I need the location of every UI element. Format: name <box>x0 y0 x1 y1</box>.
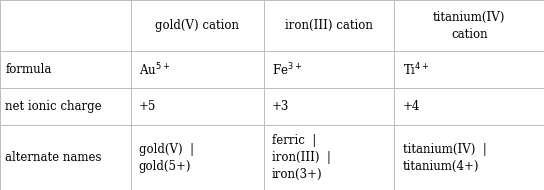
Text: titanium(IV)
cation: titanium(IV) cation <box>433 11 505 41</box>
Text: formula: formula <box>5 63 52 76</box>
Text: +5: +5 <box>139 100 156 113</box>
Text: Fe$^{3+}$: Fe$^{3+}$ <box>272 62 302 78</box>
Text: gold(V) cation: gold(V) cation <box>155 19 239 32</box>
Text: gold(V)  |
gold(5+): gold(V) | gold(5+) <box>139 143 194 173</box>
Text: +3: +3 <box>272 100 289 113</box>
Text: net ionic charge: net ionic charge <box>5 100 102 113</box>
Text: titanium(IV)  |
titanium(4+): titanium(IV) | titanium(4+) <box>403 143 486 173</box>
Text: iron(III) cation: iron(III) cation <box>285 19 373 32</box>
Text: Ti$^{4+}$: Ti$^{4+}$ <box>403 62 429 78</box>
Text: Au$^{5+}$: Au$^{5+}$ <box>139 62 170 78</box>
Text: +4: +4 <box>403 100 420 113</box>
Text: ferric  |
iron(III)  |
iron(3+): ferric | iron(III) | iron(3+) <box>272 134 331 181</box>
Text: alternate names: alternate names <box>5 151 102 164</box>
